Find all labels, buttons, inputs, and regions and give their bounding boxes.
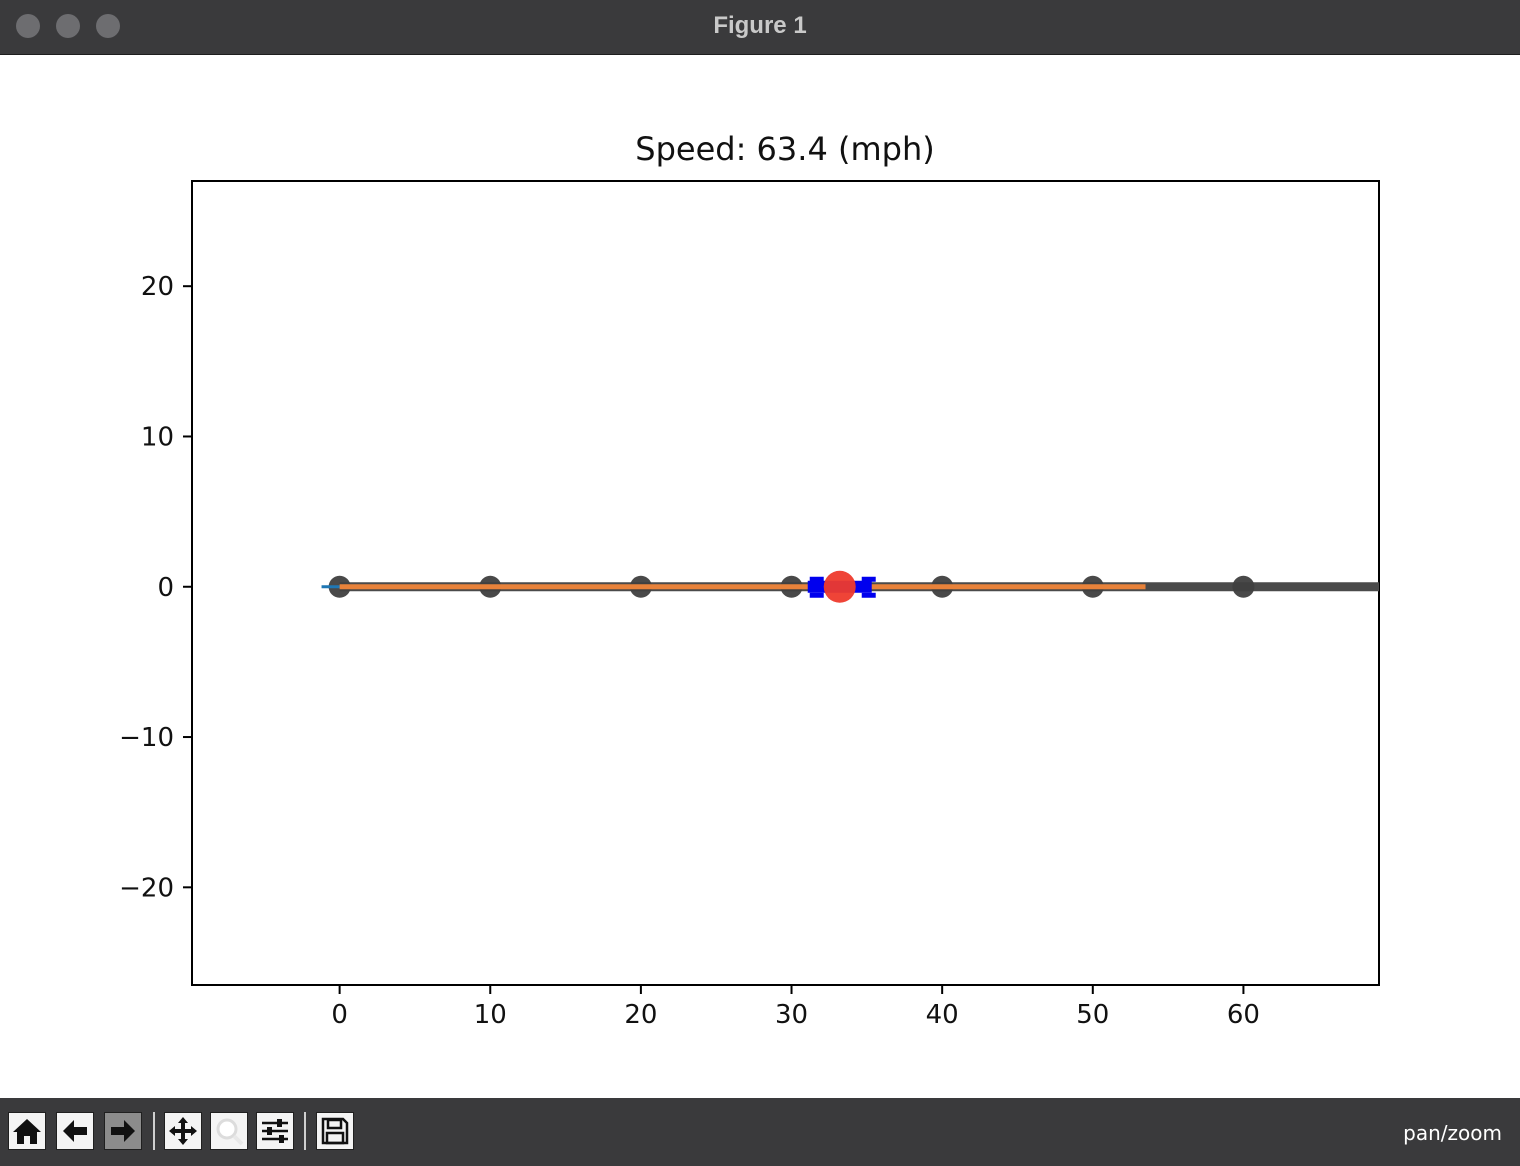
minimize-window-button[interactable]	[56, 14, 80, 38]
home-button[interactable]	[8, 1112, 46, 1150]
x-tick-label: 30	[775, 1000, 808, 1030]
sliders-icon	[262, 1119, 288, 1143]
x-tick-label: 10	[474, 1000, 507, 1030]
home-icon	[13, 1119, 41, 1144]
y-tick-label: −20	[119, 873, 174, 903]
waypoint-marker	[1232, 575, 1255, 598]
x-tick-label: 0	[331, 1000, 348, 1030]
back-button[interactable]	[56, 1112, 94, 1150]
y-tick-label: 10	[141, 422, 174, 452]
toolbar-mode-label: pan/zoom	[1403, 1121, 1502, 1145]
vehicle-wheel	[809, 576, 824, 582]
close-window-button[interactable]	[16, 14, 40, 38]
y-tick-label: 0	[157, 573, 174, 603]
toolbar-separator	[304, 1112, 306, 1150]
zoom-icon	[216, 1118, 244, 1146]
vehicle-wheel	[861, 576, 876, 582]
pan-button[interactable]	[164, 1112, 202, 1150]
vehicle-wheel	[861, 592, 876, 598]
y-tick-label: −10	[119, 723, 174, 753]
save-icon	[321, 1117, 349, 1145]
window-title: Figure 1	[713, 12, 807, 39]
vehicle-marker	[823, 570, 856, 603]
forward-button[interactable]	[104, 1112, 142, 1150]
zoom-button[interactable]	[210, 1112, 248, 1150]
figure-canvas[interactable]: Speed: 63.4 (mph) 0 10 20 30 40 50 60 20 10 0 −10 −…	[0, 55, 1520, 1098]
axis-ticks: 0 10 20 30 40 50 60 20 10 0 −10 −20	[119, 272, 1260, 1030]
save-button[interactable]	[316, 1112, 354, 1150]
x-tick-label: 60	[1227, 1000, 1260, 1030]
vehicle-wheel	[809, 592, 824, 598]
arrow-left-icon	[63, 1120, 87, 1142]
toolbar-separator	[153, 1112, 155, 1150]
chart-title: Speed: 63.4 (mph)	[635, 130, 934, 168]
move-icon	[169, 1117, 197, 1145]
configure-subplots-button[interactable]	[256, 1112, 294, 1150]
x-tick-label: 40	[926, 1000, 959, 1030]
arrow-right-icon	[111, 1120, 135, 1142]
x-tick-label: 50	[1076, 1000, 1109, 1030]
vehicle	[807, 570, 876, 603]
window-titlebar: Figure 1	[0, 0, 1520, 55]
chart-marks	[321, 570, 1379, 603]
plot-svg[interactable]: Speed: 63.4 (mph) 0 10 20 30 40 50 60 20 10 0 −10 −…	[0, 55, 1520, 1098]
x-tick-label: 20	[624, 1000, 657, 1030]
zoom-window-button[interactable]	[96, 14, 120, 38]
y-tick-label: 20	[141, 272, 174, 302]
navigation-toolbar: pan/zoom	[0, 1098, 1520, 1166]
